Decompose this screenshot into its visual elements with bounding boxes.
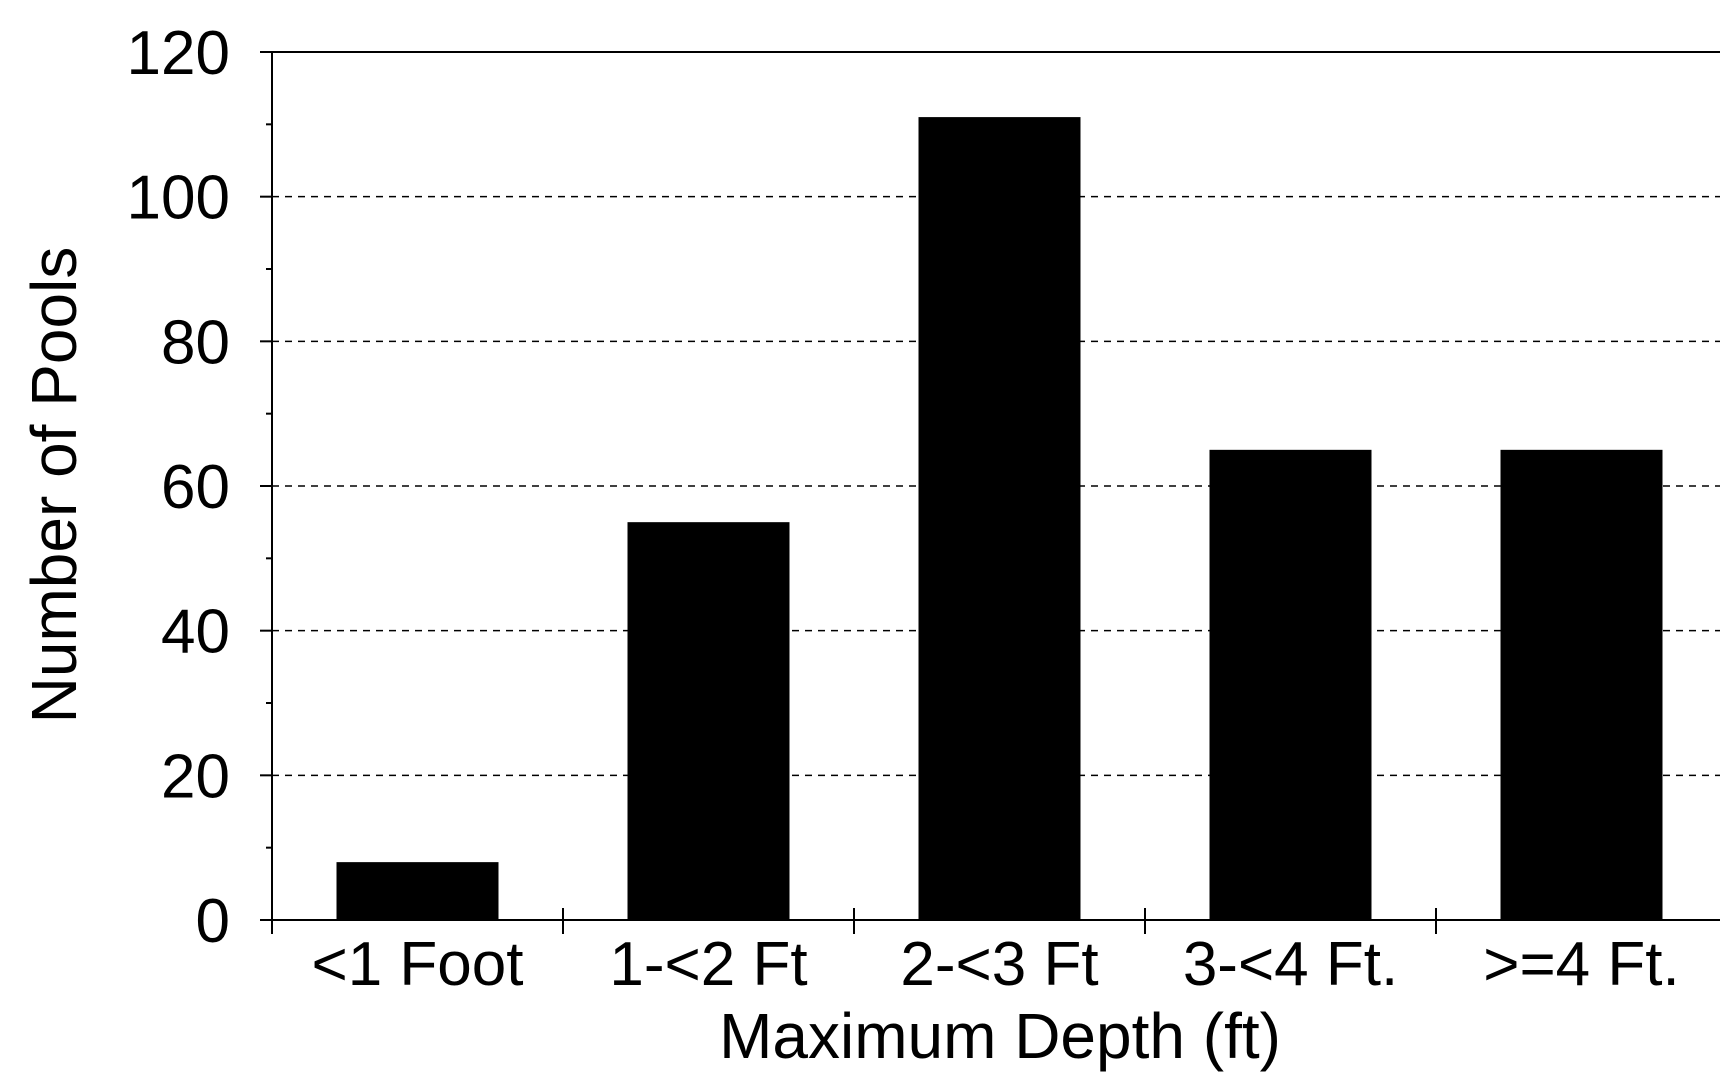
y-tick-label: 20 (161, 742, 230, 811)
bar (1500, 449, 1663, 920)
y-tick-label: 40 (161, 598, 230, 667)
x-tick-label: 2-<3 Ft (900, 930, 1098, 999)
y-tick-label: 0 (196, 887, 230, 956)
y-axis-ticks (260, 51, 272, 921)
y-tick-label: 120 (127, 19, 230, 88)
y-axis-title: Number of Pools (18, 247, 90, 724)
x-tick-label: 3-<4 Ft. (1183, 930, 1398, 999)
x-axis-title: Maximum Depth (ft) (719, 1000, 1281, 1072)
bars (336, 117, 1663, 921)
x-tick-label: <1 Foot (312, 930, 524, 999)
y-tick-label: 60 (161, 453, 230, 522)
y-tick-label: 100 (127, 164, 230, 233)
bar (336, 862, 499, 920)
axes (260, 51, 1720, 934)
x-axis-ticks (271, 908, 1437, 934)
x-tick-label: 1-<2 Ft (609, 930, 807, 999)
bar (1209, 449, 1372, 920)
bar (627, 522, 790, 920)
y-tick-label: 80 (161, 308, 230, 377)
x-tick-label: >=4 Ft. (1483, 930, 1679, 999)
x-axis-tick-labels: <1 Foot 1-<2 Ft 2-<3 Ft 3-<4 Ft. >=4 Ft. (312, 930, 1680, 999)
y-axis-tick-labels: 0 20 40 60 80 100 120 (127, 19, 230, 956)
bar (918, 117, 1081, 921)
